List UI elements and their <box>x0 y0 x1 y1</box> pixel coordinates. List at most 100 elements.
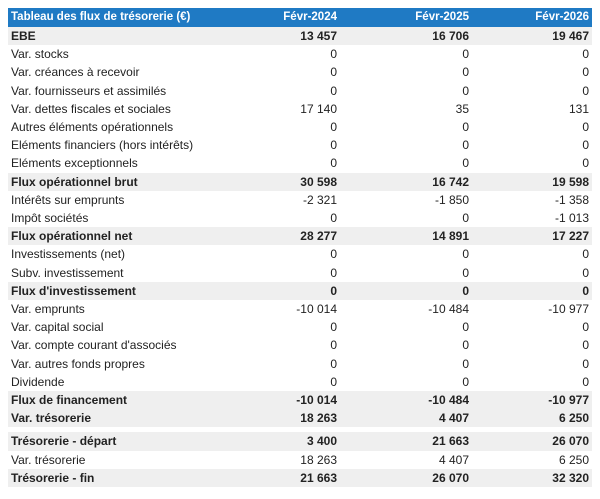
column-header-2025: Févr-2025 <box>340 8 472 27</box>
table-row: Flux d'investissement 0 0 0 <box>8 281 592 301</box>
row-label: Intérêts sur emprunts <box>11 192 125 207</box>
row-value: 0 <box>330 83 337 98</box>
row-value: 0 <box>340 281 472 301</box>
row-label: Eléments financiers (hors intérêts) <box>11 138 194 153</box>
row-value: 0 <box>270 281 340 301</box>
row-label: Var. trésorerie <box>11 452 86 467</box>
row-label: Impôt sociétés <box>11 211 89 226</box>
row-value: 0 <box>582 83 589 98</box>
row-value: 0 <box>582 356 589 371</box>
row-value: 32 320 <box>472 468 592 488</box>
row-value: 0 <box>582 338 589 353</box>
row-value: 0 <box>330 156 337 171</box>
row-value: 17 227 <box>472 227 592 246</box>
row-value: 0 <box>462 265 469 280</box>
row-label: Subv. investissement <box>11 265 124 280</box>
row-value: 35 <box>455 101 469 116</box>
table-row: Trésorerie - fin 21 663 26 070 32 320 <box>8 468 592 488</box>
table-row: EBE 13 457 16 706 19 467 <box>8 27 592 46</box>
row-value: 0 <box>462 247 469 262</box>
row-label: Investissements (net) <box>11 247 126 262</box>
spacer-cell <box>8 427 592 433</box>
row-label: Flux d'investissement <box>8 281 270 301</box>
table-row: Var. créances à recevoir 0 0 0 <box>8 63 592 81</box>
header-row: Tableau des flux de trésorerie (€) Févr-… <box>8 8 592 27</box>
row-value: 21 663 <box>270 468 340 488</box>
row-value: 0 <box>582 120 589 135</box>
row-value: 0 <box>462 374 469 389</box>
table-title: Tableau des flux de trésorerie (€) <box>8 8 270 27</box>
row-value: 16 742 <box>340 172 472 191</box>
table-row: Flux de financement -10 014 -10 484 -10 977 <box>8 391 592 410</box>
row-value: 0 <box>330 65 337 80</box>
row-value: 0 <box>582 320 589 335</box>
row-value: -10 977 <box>548 302 589 317</box>
table-row: Var. emprunts -10 014 -10 484 -10 977 <box>8 300 592 318</box>
row-value: 4 407 <box>438 452 469 467</box>
row-value: -10 484 <box>340 391 472 410</box>
table-header: Tableau des flux de trésorerie (€) Févr-… <box>8 8 592 27</box>
table-row: Var. dettes fiscales et sociales 17 140 35… <box>8 100 592 118</box>
table-row: Investissements (net) 0 0 0 <box>8 245 592 263</box>
table-row: Var. capital social 0 0 0 <box>8 318 592 336</box>
row-value: 0 <box>582 138 589 153</box>
row-value: 0 <box>462 47 469 62</box>
table-row: Var. autres fonds propres 0 0 0 <box>8 355 592 373</box>
row-value: 0 <box>462 120 469 135</box>
row-value: 0 <box>330 247 337 262</box>
row-label: Var. emprunts <box>11 302 85 317</box>
row-value: 30 598 <box>270 172 340 191</box>
row-label: Var. stocks <box>11 47 69 62</box>
row-label: Var. créances à recevoir <box>11 65 140 80</box>
table-row: Var. stocks 0 0 0 <box>8 45 592 63</box>
row-value: 0 <box>462 138 469 153</box>
row-label: EBE <box>8 27 270 46</box>
row-value: 26 070 <box>472 432 592 451</box>
row-value: 6 250 <box>472 409 592 428</box>
table-row: Eléments financiers (hors intérêts) 0 0 0 <box>8 136 592 154</box>
row-value: 0 <box>462 65 469 80</box>
table-row: Intérêts sur emprunts -2 321 -1 850 -1 358 <box>8 191 592 209</box>
table-row: Impôt sociétés 0 0 -1 013 <box>8 209 592 227</box>
row-label: Var. trésorerie <box>8 409 270 428</box>
table-row: Eléments exceptionnels 0 0 0 <box>8 154 592 172</box>
row-value: 0 <box>330 320 337 335</box>
table-row: Subv. investissement 0 0 0 <box>8 264 592 282</box>
row-label: Autres éléments opérationnels <box>11 120 174 135</box>
table-row: Var. trésorerie 18 263 4 407 6 250 <box>8 409 592 428</box>
row-value: 17 140 <box>300 101 337 116</box>
row-value: -1 013 <box>554 211 589 226</box>
table-row: Var. compte courant d'associés 0 0 0 <box>8 336 592 354</box>
row-value: 18 263 <box>300 452 337 467</box>
row-label: Var. dettes fiscales et sociales <box>11 101 171 116</box>
row-value: 0 <box>330 356 337 371</box>
table-row: Var. fournisseurs et assimilés 0 0 0 <box>8 82 592 100</box>
row-value: -1 358 <box>554 192 589 207</box>
row-value: 0 <box>582 156 589 171</box>
row-value: 0 <box>462 356 469 371</box>
table-row: Flux opérationnel brut 30 598 16 742 19 598 <box>8 172 592 191</box>
row-value: 0 <box>462 338 469 353</box>
row-value: 21 663 <box>340 432 472 451</box>
row-value: 0 <box>582 374 589 389</box>
row-value: 6 250 <box>558 452 589 467</box>
row-value: 3 400 <box>270 432 340 451</box>
column-header-2026: Févr-2026 <box>472 8 592 27</box>
row-value: 0 <box>582 65 589 80</box>
table-row: Autres éléments opérationnels 0 0 0 <box>8 118 592 136</box>
row-value: 4 407 <box>340 409 472 428</box>
table-row: Var. trésorerie 18 263 4 407 6 250 <box>8 451 592 469</box>
row-label: Dividende <box>11 374 65 389</box>
row-value: -10 977 <box>472 391 592 410</box>
row-label: Var. autres fonds propres <box>11 356 145 371</box>
row-value: 28 277 <box>270 227 340 246</box>
row-value: 0 <box>330 374 337 389</box>
row-value: 0 <box>330 47 337 62</box>
table-row: Dividende 0 0 0 <box>8 373 592 391</box>
row-value: 0 <box>582 47 589 62</box>
row-label: Var. fournisseurs et assimilés <box>11 83 167 98</box>
row-value: 18 263 <box>270 409 340 428</box>
row-value: 0 <box>462 211 469 226</box>
row-value: 0 <box>330 338 337 353</box>
section-spacer <box>8 427 592 433</box>
